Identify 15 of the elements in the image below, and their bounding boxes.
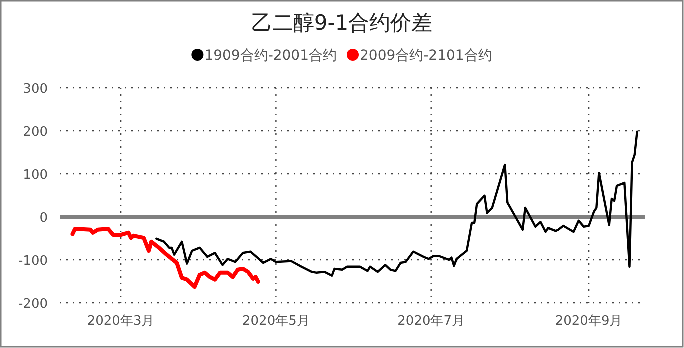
y-tick-label: 200 <box>23 125 48 140</box>
chart-title: 乙二醇9-1合约价差 <box>251 11 433 35</box>
y-tick-label: 300 <box>23 82 48 97</box>
line-series <box>70 227 260 290</box>
line-series <box>156 130 638 278</box>
x-tick-label: 2020年5月 <box>242 314 310 329</box>
legend-label: 2009合约-2101合约 <box>360 48 492 64</box>
y-tick-label: -100 <box>18 254 48 269</box>
y-tick-label: -200 <box>18 297 48 312</box>
legend-label: 1909合约-2001合约 <box>204 48 337 64</box>
x-tick-label: 2020年7月 <box>398 314 466 329</box>
x-tick-label: 2020年9月 <box>555 314 623 329</box>
y-tick-label: 0 <box>40 211 48 226</box>
y-tick-label: 100 <box>23 168 48 183</box>
x-tick-label: 2020年3月 <box>87 314 155 329</box>
